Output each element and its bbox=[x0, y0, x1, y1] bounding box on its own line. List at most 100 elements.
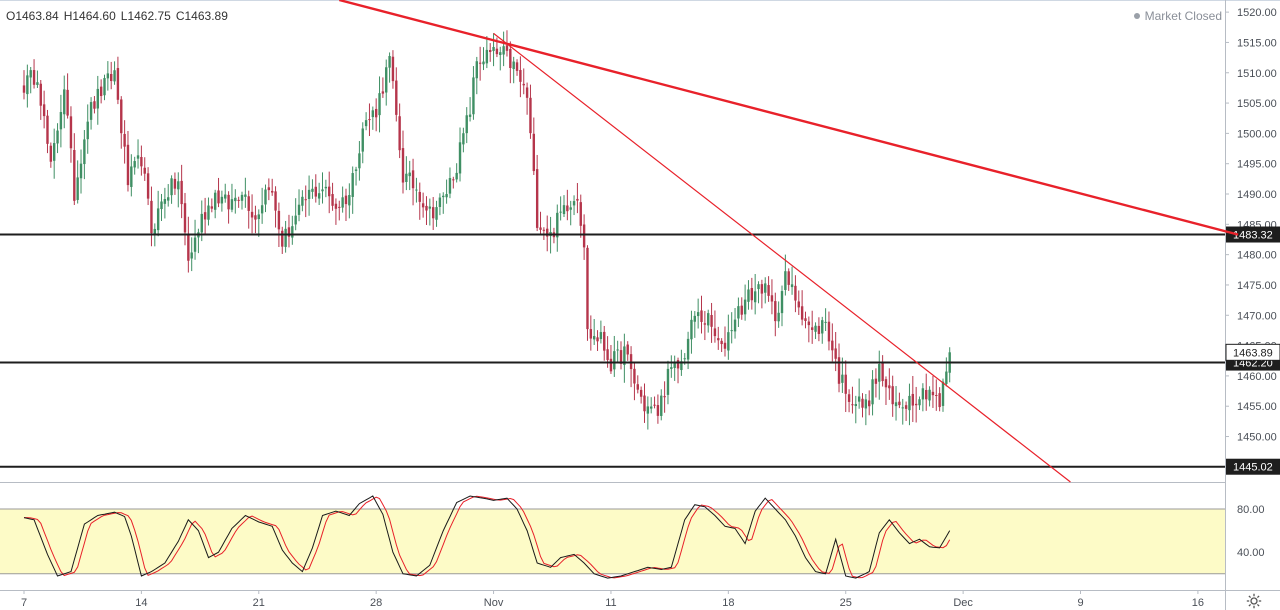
level-price-label: 1483.32 bbox=[1233, 230, 1273, 242]
candle-body bbox=[837, 357, 841, 384]
candle-body bbox=[532, 133, 536, 172]
candle-body bbox=[683, 358, 686, 360]
candle-body bbox=[411, 170, 415, 189]
candle-body bbox=[281, 230, 284, 247]
candle-body bbox=[448, 178, 452, 194]
candle-body bbox=[324, 186, 328, 189]
candle-body bbox=[509, 49, 512, 68]
candle-body bbox=[267, 187, 271, 191]
candle-body bbox=[663, 396, 666, 398]
candle-body bbox=[864, 399, 868, 409]
candle-body bbox=[468, 114, 472, 117]
candle-body bbox=[277, 210, 281, 230]
candle-body bbox=[512, 61, 515, 70]
candle-body bbox=[371, 110, 375, 118]
candle-body bbox=[750, 287, 754, 301]
ohlc-high: H1464.60 bbox=[63, 9, 116, 23]
candle-body bbox=[918, 399, 921, 406]
candle-body bbox=[418, 191, 421, 202]
candle-body bbox=[294, 215, 297, 225]
candle-body bbox=[780, 291, 784, 314]
ohlc-close: C1463.89 bbox=[175, 9, 228, 23]
candle-body bbox=[193, 237, 197, 252]
candle-body bbox=[314, 186, 317, 197]
candle-body bbox=[83, 139, 86, 165]
candle-body bbox=[606, 349, 609, 360]
candle-body bbox=[328, 186, 331, 197]
candle-body bbox=[472, 77, 475, 115]
price-tick-label: 1475.00 bbox=[1237, 280, 1277, 292]
candle-body bbox=[317, 193, 321, 199]
candle-body bbox=[408, 172, 411, 177]
candle-body bbox=[187, 233, 190, 261]
candle-body bbox=[861, 398, 864, 408]
candle-body bbox=[22, 85, 26, 93]
candle-body bbox=[790, 284, 794, 288]
candle-body bbox=[854, 404, 857, 407]
candle-body bbox=[130, 166, 133, 187]
level-price-tag bbox=[1226, 458, 1280, 475]
time-tick-label: 21 bbox=[253, 597, 265, 609]
candle-body bbox=[26, 75, 29, 95]
candle-body bbox=[596, 337, 599, 342]
oscillator-tick-label: 40.00 bbox=[1237, 547, 1265, 559]
candle-body bbox=[227, 194, 230, 210]
gear-icon[interactable] bbox=[1245, 592, 1263, 610]
candle-body bbox=[505, 45, 509, 51]
candle-body bbox=[395, 80, 398, 115]
candle-body bbox=[49, 145, 53, 162]
candle-body bbox=[727, 332, 730, 351]
candle-body bbox=[529, 97, 532, 134]
candle-body bbox=[616, 349, 619, 351]
candle-body bbox=[696, 312, 700, 317]
candle-body bbox=[569, 207, 572, 210]
candle-body bbox=[680, 361, 683, 371]
time-tick-label: 7 bbox=[21, 597, 27, 609]
candle-body bbox=[589, 329, 593, 339]
ohlc-readout: O1463.84 H1464.60 L1462.75 C1463.89 bbox=[6, 9, 233, 23]
candle-body bbox=[626, 344, 629, 355]
candle-body bbox=[710, 315, 713, 327]
candle-body bbox=[93, 101, 96, 109]
candle-body bbox=[931, 391, 935, 396]
candle-body bbox=[764, 283, 767, 293]
candle-body bbox=[908, 395, 911, 411]
candle-body bbox=[539, 227, 542, 230]
last-price-label: 1463.89 bbox=[1233, 347, 1273, 359]
candle-body bbox=[388, 56, 391, 68]
level-price-tag bbox=[1226, 226, 1280, 243]
candle-body bbox=[274, 191, 277, 211]
candle-body bbox=[207, 205, 210, 220]
candle-body bbox=[582, 224, 586, 248]
candle-body bbox=[136, 155, 140, 159]
level-price-label: 1445.02 bbox=[1233, 462, 1273, 474]
candle-body bbox=[116, 68, 120, 100]
candle-body bbox=[653, 404, 656, 406]
time-tick-label: 14 bbox=[135, 597, 147, 609]
candle-body bbox=[693, 315, 696, 322]
candle-body bbox=[113, 70, 116, 82]
candle-body bbox=[515, 62, 519, 71]
candle-body bbox=[941, 381, 945, 406]
price-tick-label: 1505.00 bbox=[1237, 98, 1277, 110]
candle-body bbox=[546, 228, 549, 237]
candle-body bbox=[878, 364, 881, 382]
candle-body bbox=[566, 205, 569, 212]
candle-body bbox=[666, 368, 670, 395]
candle-body bbox=[458, 142, 462, 174]
candle-body bbox=[760, 284, 764, 294]
candle-body bbox=[844, 374, 847, 394]
candle-body bbox=[814, 325, 817, 332]
candle-body bbox=[254, 215, 257, 220]
price-tick-label: 1455.00 bbox=[1237, 401, 1277, 413]
candle-body bbox=[499, 52, 502, 56]
price-tick-label: 1515.00 bbox=[1237, 37, 1277, 49]
candle-body bbox=[868, 400, 871, 407]
candle-body bbox=[66, 89, 69, 116]
candle-body bbox=[140, 156, 143, 167]
candle-body bbox=[519, 70, 522, 82]
candle-body bbox=[250, 211, 254, 218]
candle-body bbox=[767, 285, 770, 296]
price-tick-label: 1480.00 bbox=[1237, 250, 1277, 262]
